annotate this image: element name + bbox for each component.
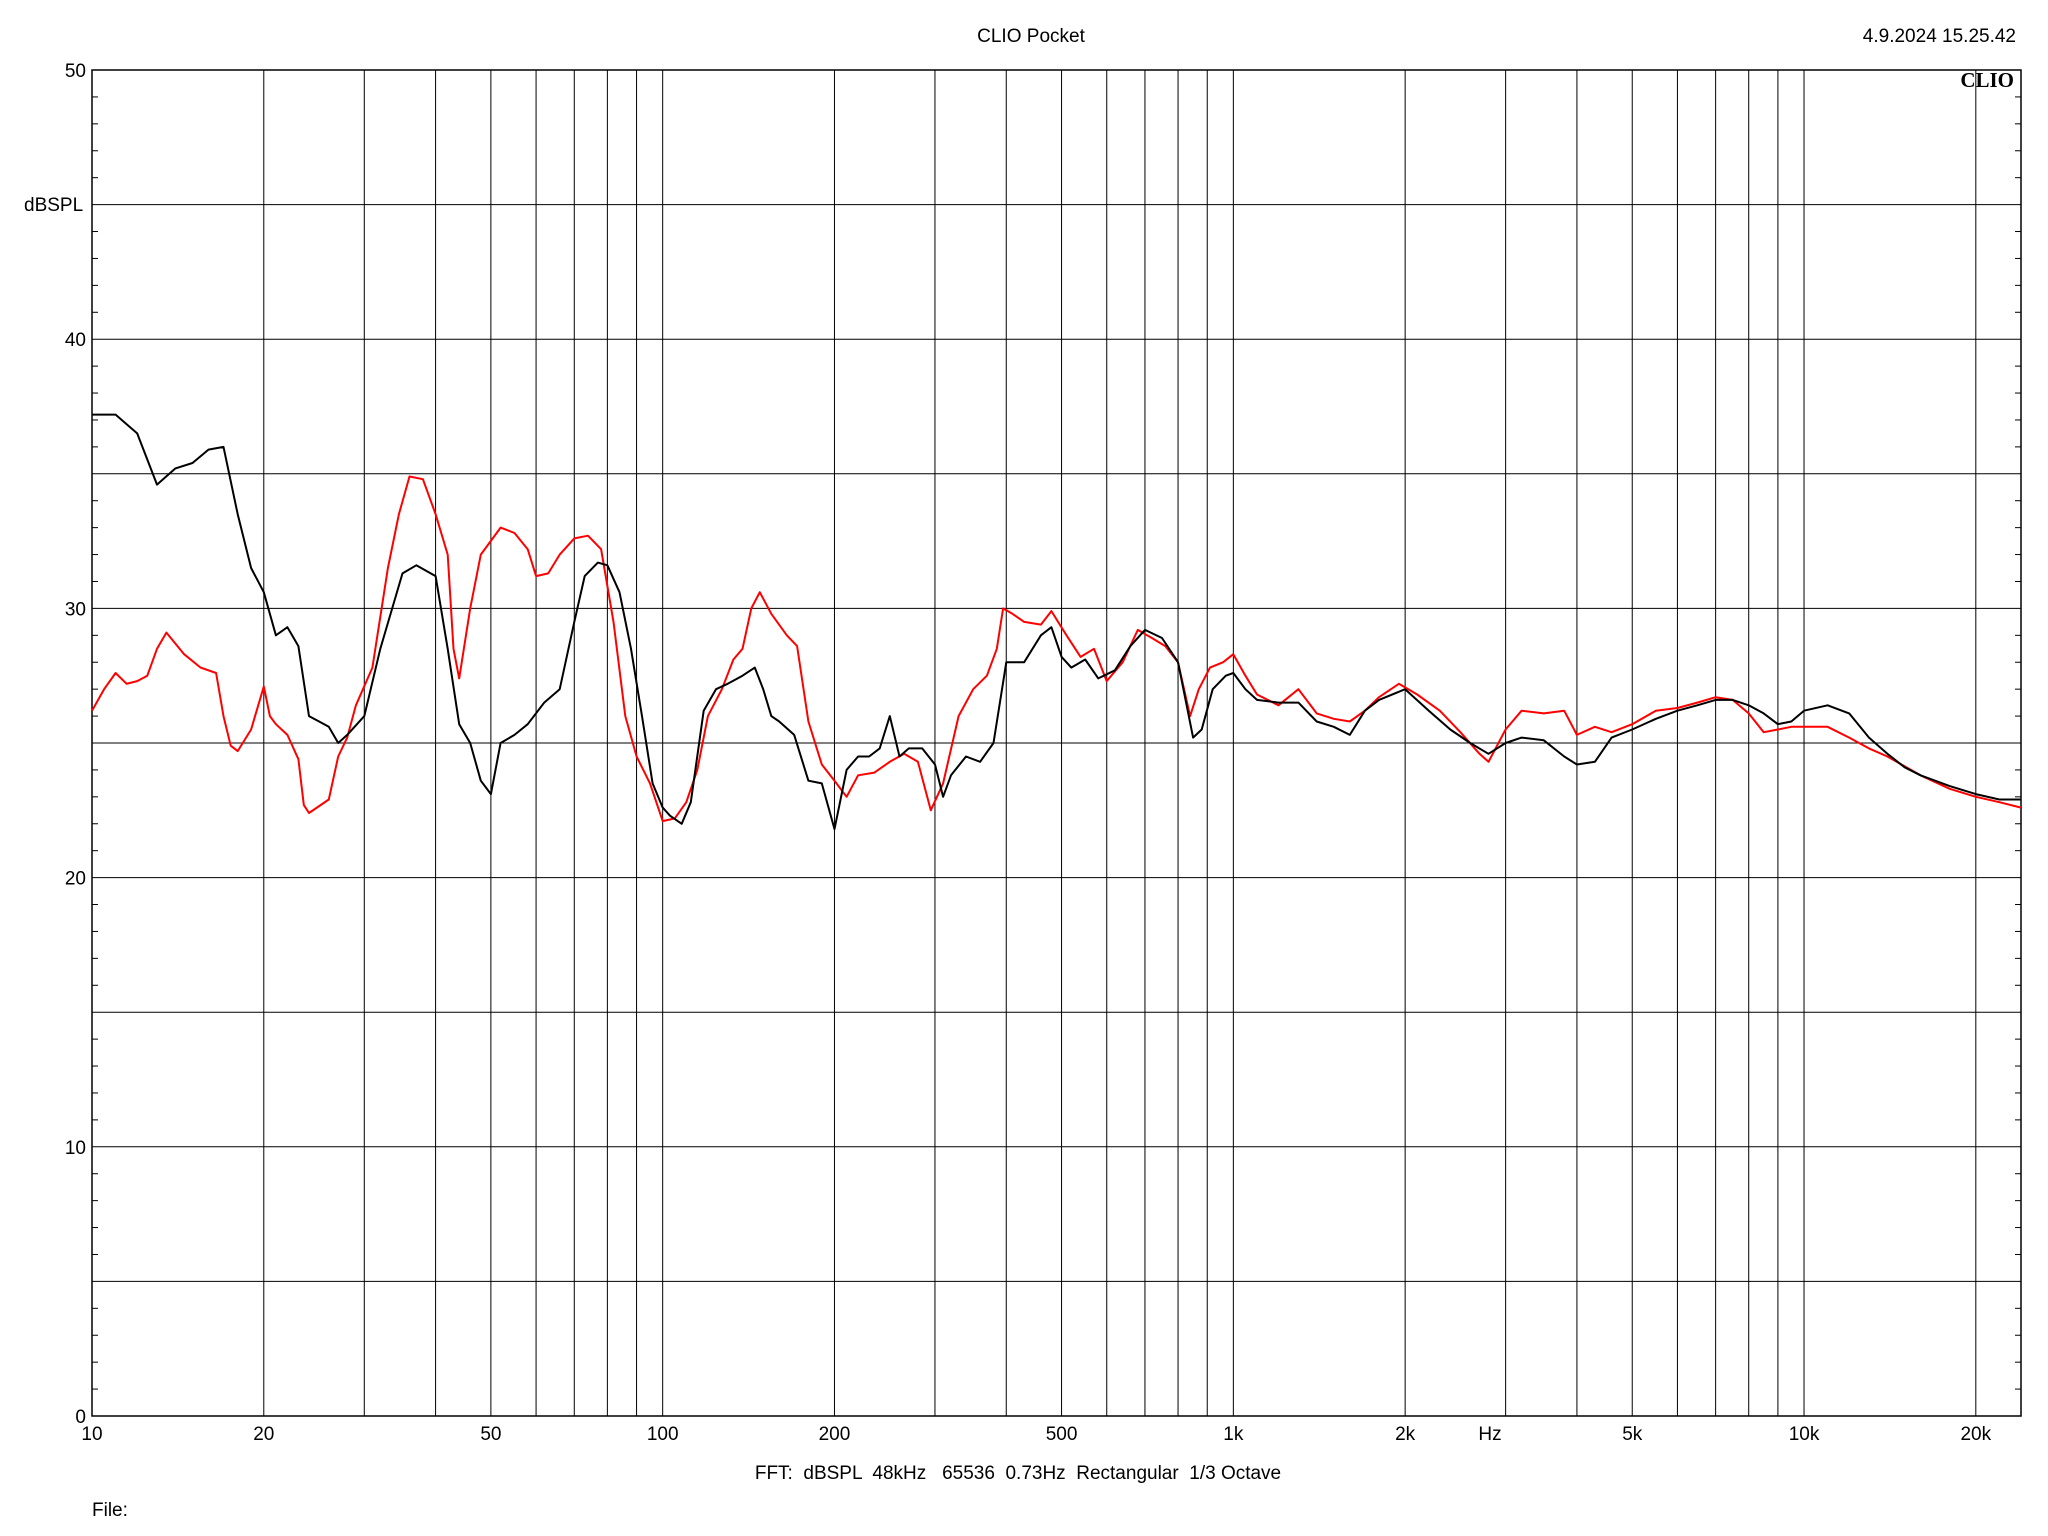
y-tick-label: 20: [65, 869, 86, 890]
x-tick-label: 2k: [1395, 1424, 1416, 1445]
x-tick-label: 10k: [1789, 1424, 1820, 1445]
x-tick-label: 5k: [1622, 1424, 1643, 1445]
x-tick-label: 1k: [1223, 1424, 1244, 1445]
y-tick-label: 10: [65, 1138, 86, 1159]
y-tick-label: 40: [65, 330, 86, 351]
x-axis-label: Hz: [1478, 1424, 1501, 1445]
measurement-timestamp: 4.9.2024 15.25.42: [1863, 26, 2016, 47]
series-line-black: [92, 413, 2021, 831]
x-tick-label: 20: [253, 1424, 274, 1445]
fft-settings-caption: FFT: dBSPL 48kHz 65536 0.73Hz Rectangula…: [755, 1463, 1281, 1484]
file-label: File:: [92, 1500, 128, 1521]
y-tick-label: 30: [65, 599, 86, 620]
series-line-red: [91, 475, 2022, 823]
y-axis-label: dBSPL: [24, 195, 83, 216]
x-tick-label: 20k: [1960, 1424, 1991, 1445]
clio-logo: CLIO: [1960, 68, 2014, 92]
x-tick-label: 200: [819, 1424, 851, 1445]
x-tick-label: 50: [480, 1424, 501, 1445]
x-tick-label: 500: [1046, 1424, 1078, 1445]
plot-frame: [91, 69, 2022, 1417]
y-tick-label: 50: [65, 61, 86, 82]
x-tick-label: 10: [81, 1424, 102, 1445]
x-tick-label: 100: [647, 1424, 679, 1445]
y-tick-label: 0: [75, 1407, 86, 1428]
chart-title: CLIO Pocket: [977, 26, 1085, 47]
